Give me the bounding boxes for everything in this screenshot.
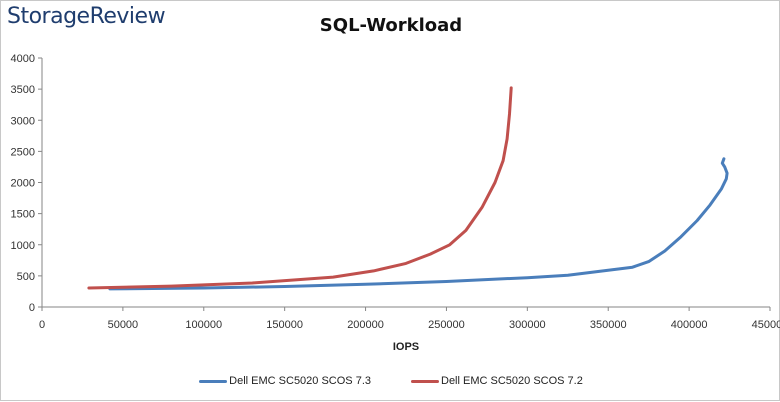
y-tick-label: 2500 [11,146,35,158]
x-tick-label: 250000 [428,319,465,331]
y-tick-label: 1000 [11,240,35,252]
y-tick-label: 3000 [11,115,35,127]
chart-title: SQL-Workload [319,15,463,36]
x-tick-label: 450000 [752,319,780,331]
legend-item-scos-7-2: Dell EMC SC5020 SCOS 7.2 [411,375,583,387]
x-tick-label: 50000 [108,319,139,331]
x-tick-label: 0 [39,319,45,331]
x-tick-label: 150000 [266,319,303,331]
y-tick-label: 4000 [11,53,35,65]
legend-label-scos-7-2: Dell EMC SC5020 SCOS 7.2 [441,375,583,387]
y-tick-label: 0 [29,302,35,314]
y-tick-label: 1500 [11,209,35,221]
y-tick-label: 2000 [11,178,35,190]
axes: 0 500 1000 1500 2000 2500 3000 3500 4000 0 50000 10… [11,53,780,331]
x-tick-label: 400000 [671,319,708,331]
y-tick-label: 500 [17,271,35,283]
x-tick-label: 100000 [185,319,222,331]
legend-swatch-scos-7-2 [411,379,439,383]
series-line-dell-emc-sc5020-scos-7-2 [87,86,513,290]
x-tick-label: 350000 [590,319,627,331]
x-axis-title: IOPS [393,341,419,353]
y-tick-label: 3500 [11,84,35,96]
series-lines [87,86,729,291]
legend-swatch-scos-7-3 [199,379,228,383]
x-tick-label: 300000 [509,319,546,331]
legend-label-scos-7-3: Dell EMC SC5020 SCOS 7.3 [229,375,371,387]
series-line-dell-emc-sc5020-scos-7-3 [108,157,729,291]
storagereview-logo: StorageReview [7,4,166,29]
legend: Dell EMC SC5020 SCOS 7.3 Dell EMC SC5020… [1,375,780,387]
x-tick-label: 200000 [347,319,384,331]
legend-item-scos-7-3: Dell EMC SC5020 SCOS 7.3 [199,375,371,387]
